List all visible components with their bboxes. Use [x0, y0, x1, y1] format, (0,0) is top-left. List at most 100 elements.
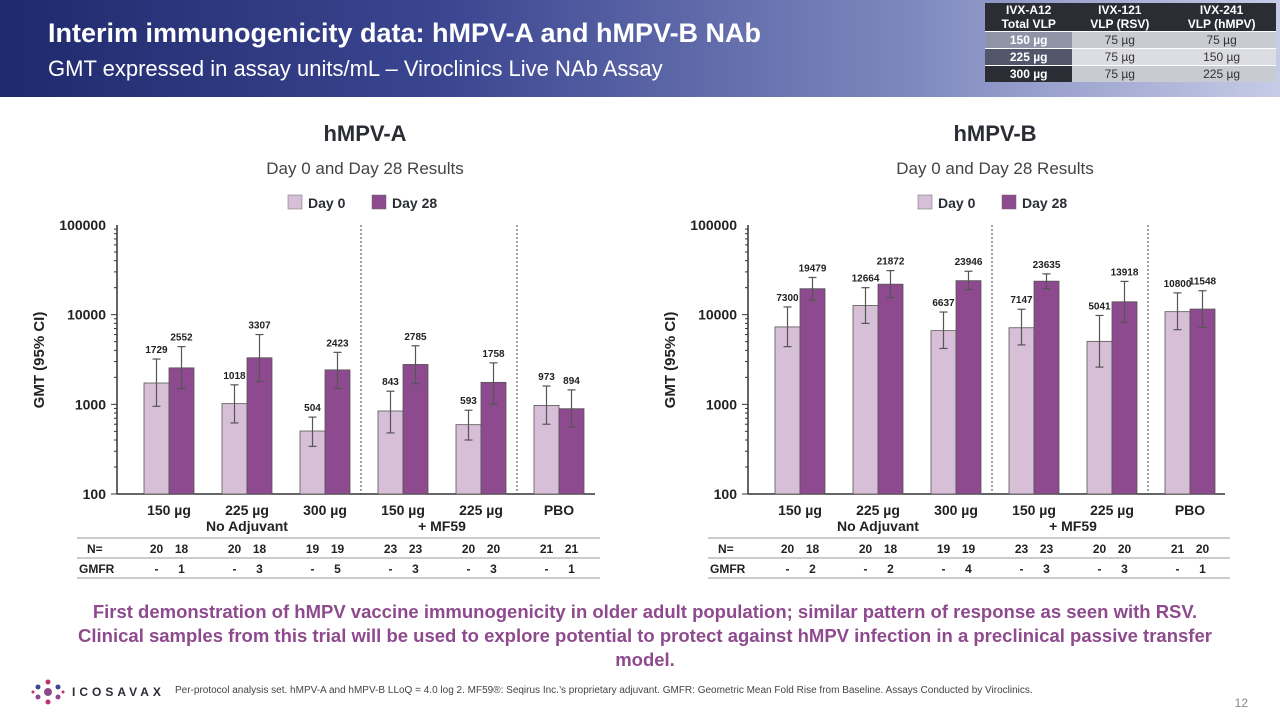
data-label: 5041 — [1088, 301, 1111, 312]
page-title: Interim immunogenicity data: hMPV-A and … — [48, 18, 762, 48]
n-value: 23 — [1015, 542, 1029, 556]
logo-text: ICOSAVAX — [72, 685, 165, 699]
gmfr-value: 3 — [1121, 562, 1128, 576]
legend-swatch — [371, 194, 387, 210]
y-tick-label: 100 — [83, 486, 107, 502]
gmfr-label: GMFR — [710, 562, 746, 576]
x-tick-label: 300 µg — [934, 502, 978, 518]
data-label: 6637 — [932, 298, 955, 309]
y-tick-label: 10000 — [698, 307, 737, 323]
n-value: 20 — [1118, 542, 1132, 556]
y-tick-label: 100 — [714, 486, 738, 502]
n-value: 18 — [253, 542, 267, 556]
dose-table-cell: 75 µg — [1072, 48, 1168, 66]
dose-table-cell: 225 µg — [985, 48, 1073, 66]
data-label: 10800 — [1164, 279, 1192, 290]
dose-table-cell: 225 µg — [1167, 65, 1276, 82]
n-value: 19 — [962, 542, 976, 556]
footnote: Per-protocol analysis set. hMPV-A and hM… — [175, 685, 1033, 696]
y-tick-label: 10000 — [67, 307, 106, 323]
dose-table-row: 150 µg 75 µg 75 µg — [985, 31, 1276, 49]
n-value: 20 — [781, 542, 795, 556]
chart-subtitle: Day 0 and Day 28 Results — [896, 159, 1094, 178]
legend-label: Day 28 — [1022, 195, 1067, 211]
dose-table-cell: 75 µg — [1167, 31, 1276, 49]
gmfr-label: GMFR — [79, 562, 115, 576]
y-axis-label: GMT (95% CI) — [31, 312, 48, 409]
data-label: 23946 — [955, 257, 983, 268]
data-label: 1729 — [145, 345, 168, 356]
page-subtitle: GMT expressed in assay units/mL – Virocl… — [48, 56, 663, 81]
n-value: 20 — [1196, 542, 1210, 556]
data-label: 504 — [304, 403, 321, 414]
bar-day28 — [1111, 301, 1138, 495]
n-value: 18 — [806, 542, 820, 556]
n-value: 23 — [384, 542, 398, 556]
bar-day28 — [1189, 308, 1216, 495]
icosahedron-logo-icon — [31, 679, 65, 705]
bar-day28 — [402, 364, 429, 495]
dose-table-row: 225 µg 75 µg 150 µg — [985, 48, 1276, 66]
data-label: 11548 — [1189, 277, 1217, 288]
gmfr-value: 3 — [490, 562, 497, 576]
conclusion-text: First demonstration of hMPV vaccine immu… — [78, 601, 1212, 670]
legend-swatch — [917, 194, 933, 210]
n-value: 20 — [462, 542, 476, 556]
gmfr-value: - — [942, 562, 946, 576]
gmfr-value: - — [1176, 562, 1180, 576]
legend-swatch — [287, 194, 303, 210]
gmfr-value: - — [233, 562, 237, 576]
gmfr-value: 1 — [1199, 562, 1206, 576]
data-label: 12664 — [852, 274, 880, 285]
n-value: 23 — [409, 542, 423, 556]
group-label: + MF59 — [418, 518, 466, 534]
dose-table-cell: 75 µg — [1072, 65, 1168, 82]
page-number: 12 — [1234, 696, 1248, 710]
bar-day28 — [799, 288, 826, 495]
bar-day0 — [930, 330, 957, 495]
dose-table-cell: 300 µg — [985, 65, 1073, 82]
bar-day0 — [1008, 327, 1035, 495]
gmfr-value: 2 — [809, 562, 816, 576]
n-value: 20 — [1093, 542, 1107, 556]
gmfr-value: 3 — [412, 562, 419, 576]
bar-day28 — [1033, 280, 1060, 495]
x-tick-label: PBO — [1175, 502, 1205, 518]
y-axis-label: GMT (95% CI) — [662, 312, 679, 409]
gmfr-value: 2 — [887, 562, 894, 576]
data-label: 13918 — [1111, 267, 1139, 278]
n-value: 19 — [331, 542, 345, 556]
x-tick-label: 300 µg — [303, 502, 347, 518]
gmfr-value: - — [155, 562, 159, 576]
dose-table-cell: 75 µg — [1072, 31, 1168, 49]
chart-subtitle: Day 0 and Day 28 Results — [266, 159, 464, 178]
x-tick-label: 225 µg — [856, 502, 900, 518]
dose-table-header: IVX-241 VLP (hMPV) — [1167, 3, 1276, 32]
n-value: 23 — [1040, 542, 1054, 556]
data-label: 1758 — [482, 349, 505, 360]
n-value: 18 — [175, 542, 189, 556]
gmfr-value: - — [864, 562, 868, 576]
legend-label: Day 28 — [392, 195, 437, 211]
gmfr-value: 1 — [178, 562, 185, 576]
n-value: 20 — [859, 542, 873, 556]
gmfr-value: - — [311, 562, 315, 576]
dose-table-header: IVX-121 VLP (RSV) — [1072, 3, 1168, 32]
bar-day0 — [774, 326, 801, 495]
data-label: 894 — [563, 376, 580, 387]
x-tick-label: 150 µg — [147, 502, 191, 518]
n-value: 21 — [565, 542, 579, 556]
n-value: 21 — [1171, 542, 1185, 556]
data-label: 3307 — [248, 321, 271, 332]
n-value: 19 — [306, 542, 320, 556]
x-tick-label: PBO — [544, 502, 574, 518]
n-value: 20 — [228, 542, 242, 556]
company-logo: ICOSAVAX — [30, 678, 180, 706]
n-value: 20 — [487, 542, 501, 556]
legend-label: Day 0 — [308, 195, 346, 211]
data-label: 1018 — [223, 371, 246, 382]
dose-table: IVX-A12 Total VLP IVX-121 VLP (RSV) IVX-24… — [985, 3, 1276, 82]
gmfr-value: - — [389, 562, 393, 576]
data-label: 593 — [460, 396, 477, 407]
